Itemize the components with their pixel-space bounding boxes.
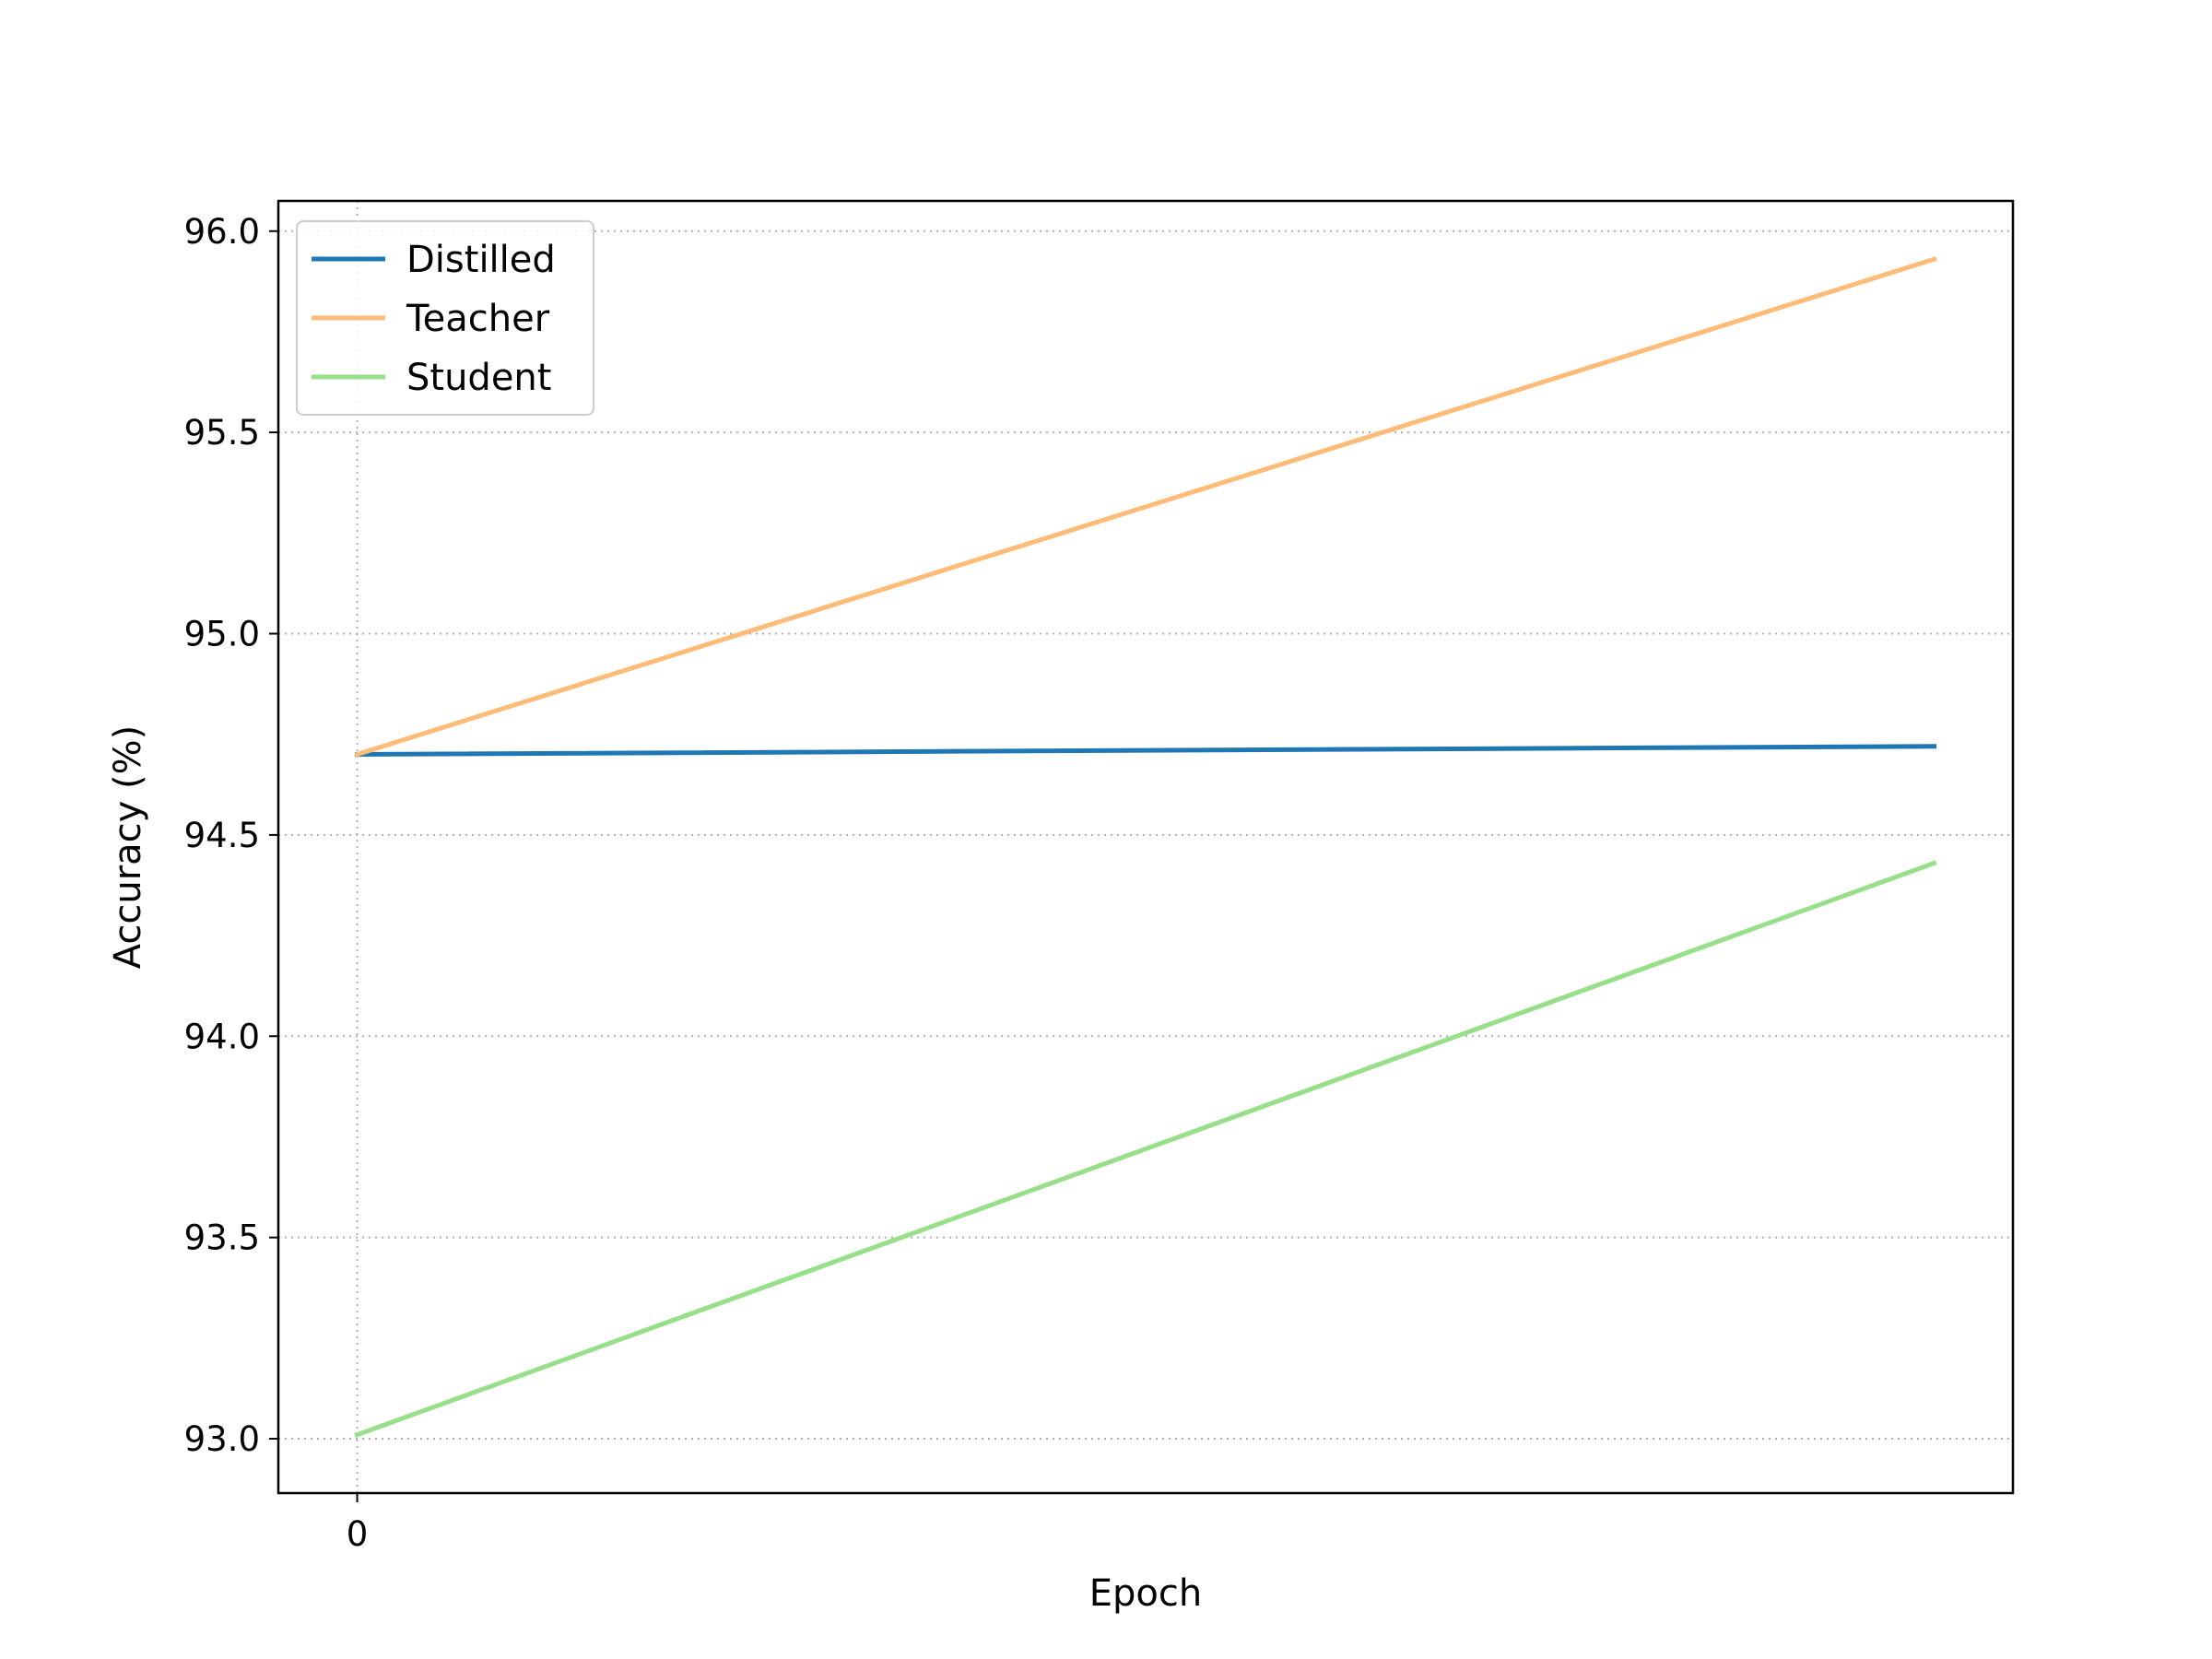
x-axis-label: Epoch <box>1089 1572 1202 1615</box>
legend: Distilled Teacher Student <box>296 220 594 416</box>
y-axis-label: Accuracy (%) <box>107 725 149 970</box>
y-tick-label: 94.0 <box>184 1017 260 1056</box>
ticks: 93.0 93.5 94.0 94.5 95.0 95.5 96.0 0 <box>184 212 369 1554</box>
series-line-student <box>354 860 1937 1438</box>
y-tick-label: 93.5 <box>184 1218 260 1258</box>
y-tick-label: 95.5 <box>184 413 260 453</box>
grid <box>278 201 2013 1493</box>
x-tick-label: 0 <box>347 1514 369 1554</box>
legend-label: Distilled <box>406 239 556 281</box>
legend-box <box>296 220 594 416</box>
legend-label: Student <box>406 357 551 399</box>
y-tick-label: 95.0 <box>184 615 260 654</box>
y-tick-label: 94.5 <box>184 816 260 855</box>
y-tick-label: 96.0 <box>184 212 260 252</box>
plot-background <box>278 201 2013 1493</box>
legend-label: Teacher <box>406 298 550 340</box>
series-line-distilled <box>354 744 1937 758</box>
series-lines <box>354 256 1937 1438</box>
plot-frame <box>276 199 2015 1495</box>
y-tick-label: 93.0 <box>184 1419 260 1459</box>
series-line-teacher <box>354 256 1937 758</box>
